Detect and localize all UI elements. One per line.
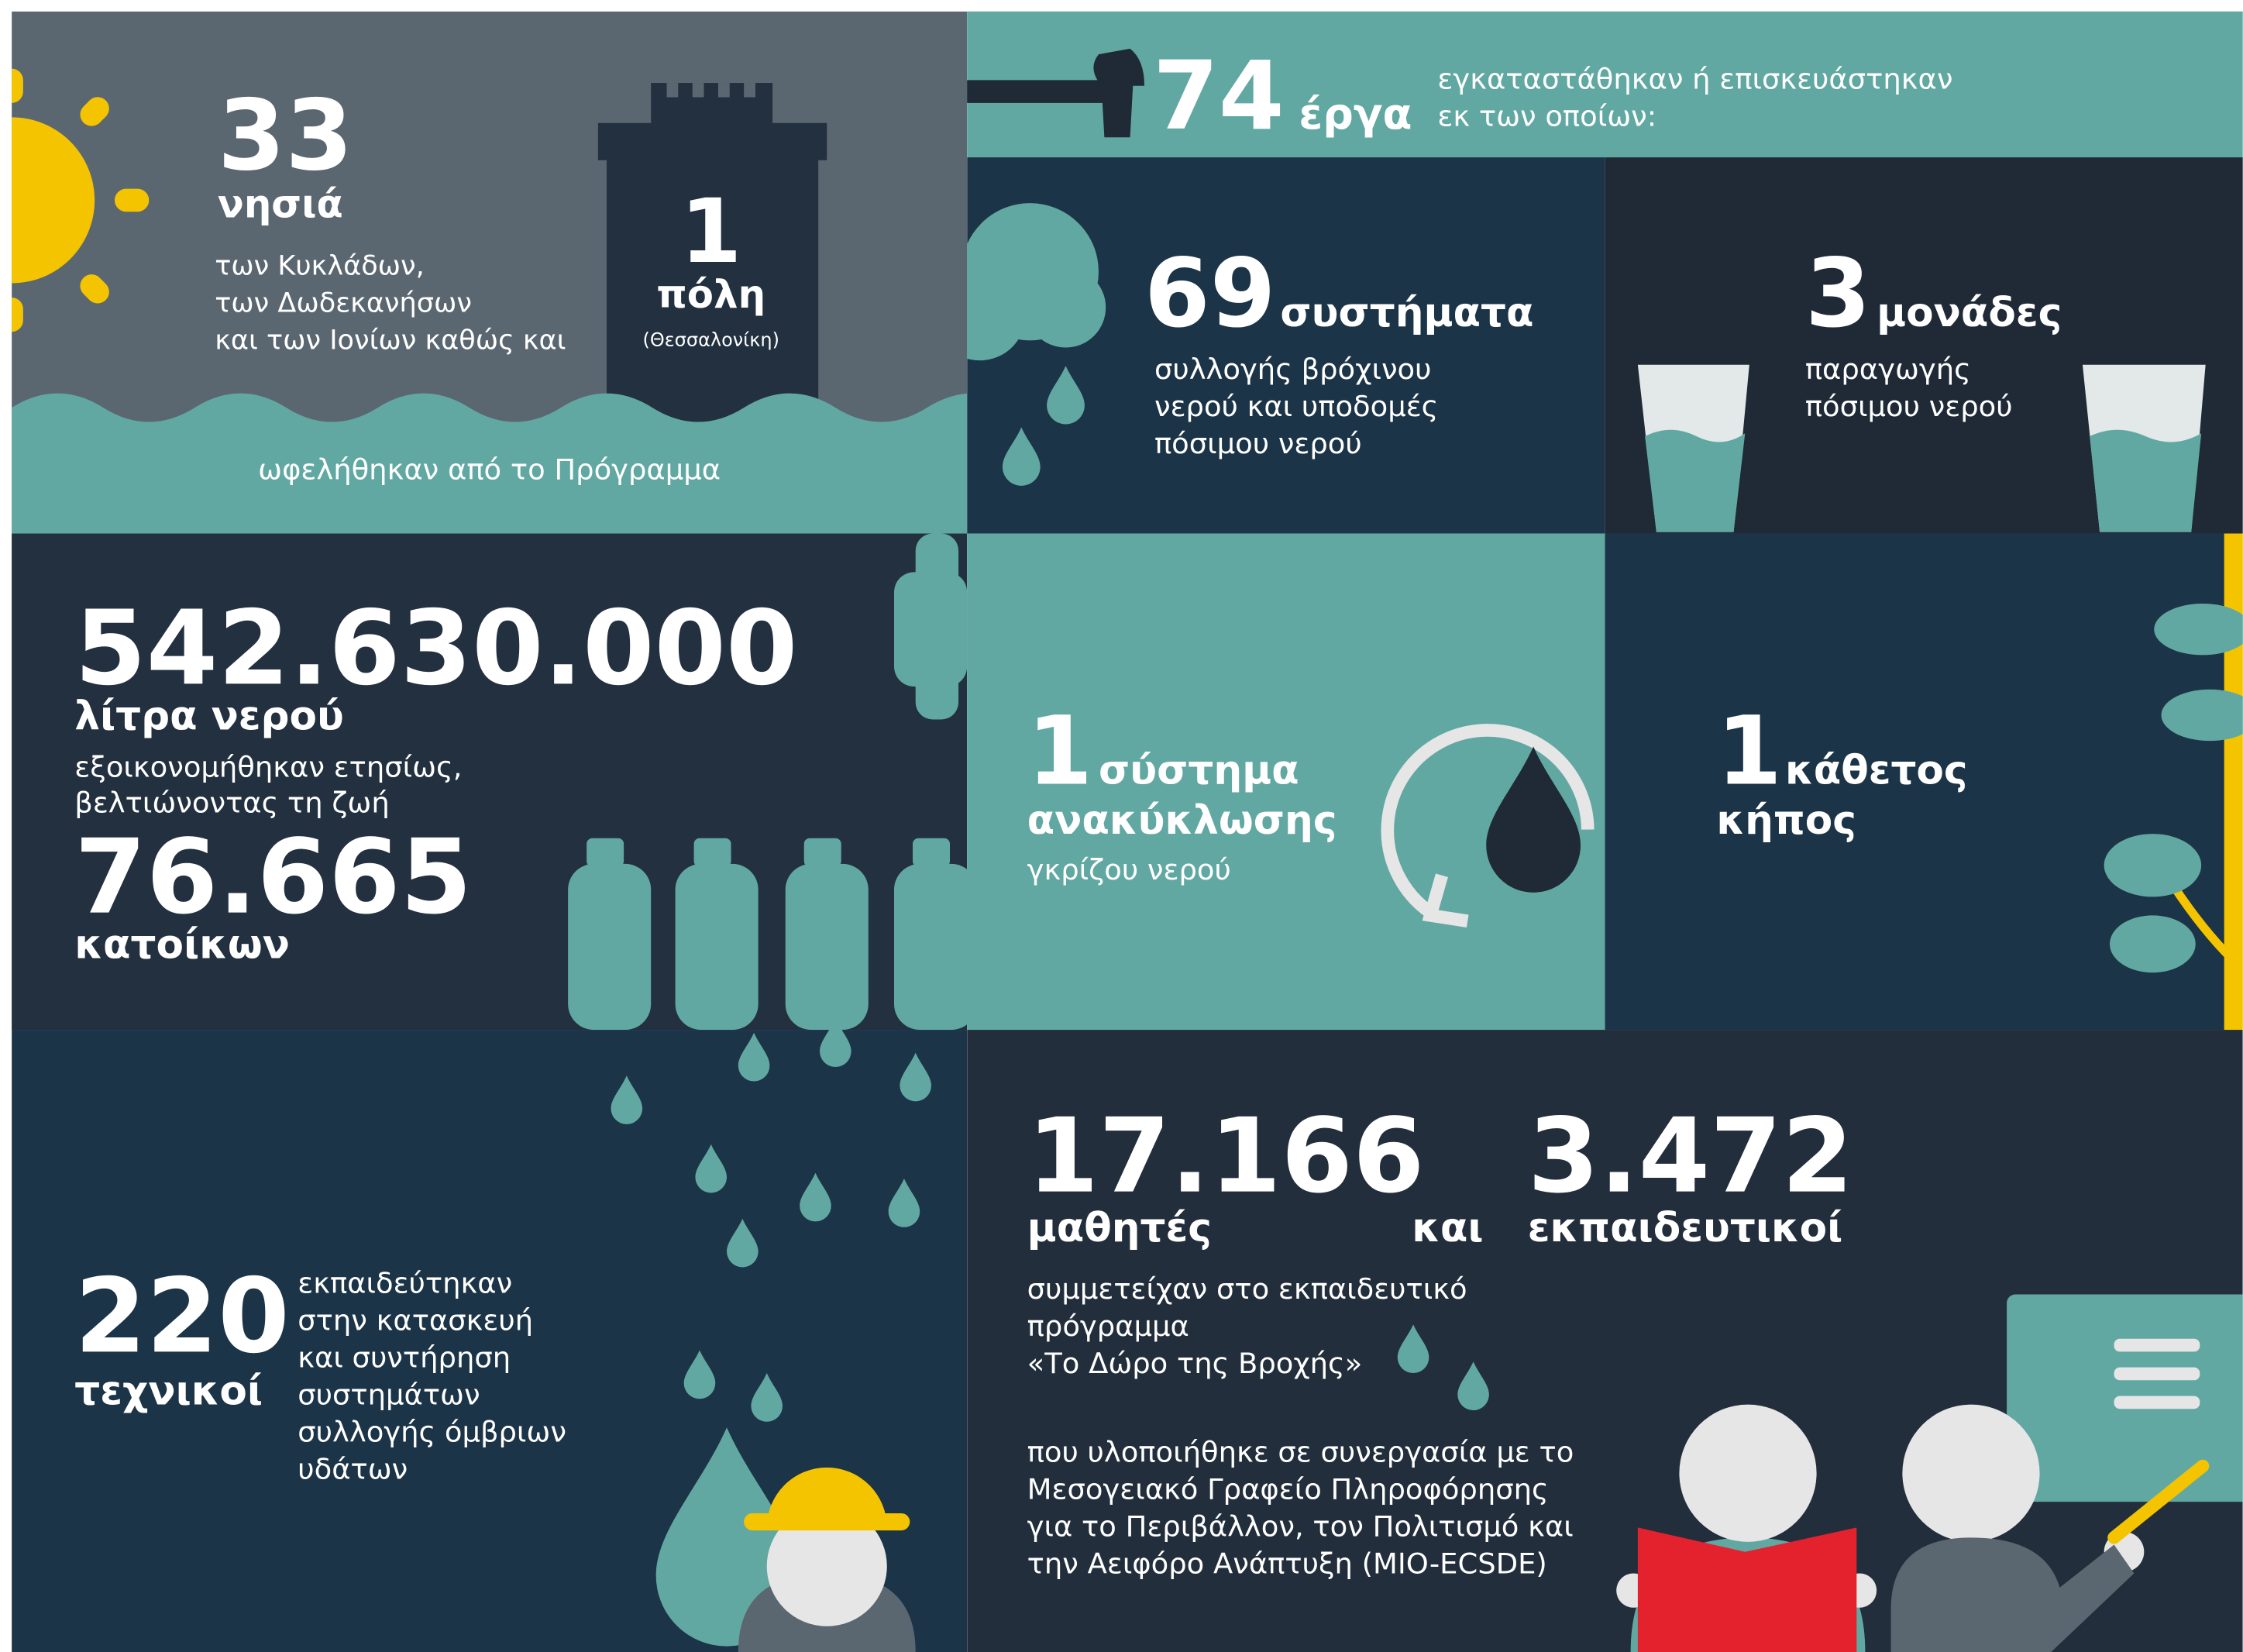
- water-panel-part-part: [786, 864, 869, 1030]
- stat-number: 3: [1805, 239, 1871, 349]
- stat-text: Μεσογειακό Γραφείο Πληροφόρησης: [1027, 1472, 1549, 1506]
- stat-text: εγκαταστάθηκαν ή επισκευάστηκαν: [1437, 62, 1952, 95]
- stat-unit: έργα: [1299, 90, 1412, 139]
- stat-number: 69: [1144, 239, 1276, 349]
- water-panel-part-part: [894, 864, 977, 1030]
- education-panel-part-part: [1902, 1405, 2039, 1542]
- stat-unit: κατοίκων: [74, 922, 290, 969]
- stat-text: πόσιμου νερού: [1805, 390, 2013, 423]
- islands-panel-part-part: [115, 189, 149, 212]
- units-panel-part: [1645, 430, 1745, 532]
- stat-unit: και: [1412, 1205, 1483, 1251]
- stat-text: εκπαιδεύτηκαν: [298, 1267, 512, 1300]
- education-panel-part-part: [2114, 1339, 2200, 1352]
- technicians-panel-part: [744, 1513, 910, 1530]
- stat-unit: λίτρα νερού: [74, 693, 344, 739]
- stat-text: παραγωγής: [1805, 353, 1971, 386]
- stat-text: υδάτων: [298, 1453, 408, 1486]
- water-panel-part-part: [913, 838, 950, 867]
- units-panel-part: [2090, 430, 2201, 532]
- stat-text: που υλοποιήθηκε σε συνεργασία με το: [1027, 1435, 1574, 1468]
- islands-panel-part-part: [598, 123, 827, 160]
- stat-unit: νησιά: [218, 182, 343, 227]
- stat-number: 74: [1153, 41, 1285, 151]
- stat-number: 1: [680, 180, 742, 283]
- infographic: 33νησιά των Κυκλάδων, των Δωδεκανήσων και τ…: [0, 0, 2243, 1652]
- stat-unit: ανακύκλωσης: [1027, 797, 1337, 844]
- stat-number: 1: [1716, 697, 1782, 807]
- stat-unit: σύστημα: [1099, 748, 1299, 794]
- stat-text: των Δωδεκανήσων: [215, 287, 472, 318]
- stat-text: εκ των οποίων:: [1437, 99, 1656, 133]
- stat-text: πρόγραμμα: [1027, 1310, 1189, 1343]
- stat-unit: κάθετος: [1785, 748, 1968, 794]
- garden-panel-part-part: [2104, 834, 2202, 897]
- stat-unit: πόλη: [656, 272, 765, 317]
- stat-unit: εκπαιδευτικοί: [1528, 1205, 1843, 1251]
- stat-unit: κήπος: [1716, 797, 1856, 844]
- water-panel-part-part: [694, 838, 731, 867]
- stat-note: (Θεσσαλονίκη): [642, 329, 779, 351]
- stat-text: πόσιμου νερού: [1154, 427, 1362, 460]
- units-panel: [1605, 157, 2242, 533]
- stat-number: 1: [1027, 697, 1093, 807]
- stat-number: 542.630.000: [74, 589, 797, 708]
- projects-strip-part: [967, 80, 1104, 103]
- stat-text: και των Ιονίων καθώς και: [215, 324, 566, 356]
- systems-panel-part-part: [1026, 267, 1106, 347]
- garden-panel-part-part: [2110, 915, 2196, 972]
- stat-text: στην κατασκευή: [298, 1304, 533, 1337]
- stat-text: συστημάτων: [298, 1378, 480, 1412]
- islands-panel-part-part: [744, 83, 755, 97]
- islands-panel-part-part: [693, 83, 704, 97]
- stat-text: γκρίζου νερού: [1027, 853, 1231, 886]
- islands-panel-part-part: [667, 83, 679, 97]
- stat-unit: μονάδες: [1877, 290, 2062, 336]
- stat-number: 33: [218, 78, 353, 192]
- water-panel-part-part: [894, 572, 967, 687]
- stat-unit: τεχνικοί: [74, 1368, 263, 1415]
- stat-text: για το Περιβάλλον, τον Πολιτισμό και: [1027, 1509, 1574, 1543]
- stat-text: ωφελήθηκαν από το Πρόγραμμα: [258, 453, 721, 486]
- education-panel-part-part: [2114, 1396, 2200, 1409]
- stat-text: συλλογής όμβριων: [298, 1416, 566, 1449]
- stat-text: συμμετείχαν στο εκπαιδευτικό: [1027, 1272, 1467, 1306]
- stat-number: 76.665: [74, 818, 472, 938]
- water-panel-part-part: [587, 838, 624, 867]
- stat-text: συλλογής βρόχινου: [1154, 353, 1432, 386]
- stat-text: βελτιώνοντας τη ζωή: [74, 786, 389, 819]
- stat-text: εξοικονομήθηκαν ετησίως,: [74, 750, 462, 783]
- stat-unit: συστήματα: [1280, 290, 1533, 336]
- water-panel-part-part: [568, 864, 651, 1030]
- stat-text: και συντήρηση: [298, 1341, 511, 1375]
- stat-text: την Αειφόρο Ανάπτυξη (MIO-ECSDE): [1027, 1547, 1547, 1580]
- education-panel-part-part: [1679, 1405, 1816, 1542]
- stat-text: νερού και υποδομές: [1154, 390, 1438, 423]
- stat-unit: μαθητές: [1027, 1205, 1212, 1251]
- stat-text: «Το Δώρο της Βροχής»: [1027, 1347, 1363, 1380]
- education-panel-part-part: [2114, 1368, 2200, 1381]
- stat-number: 3.472: [1528, 1097, 1853, 1217]
- stat-text: των Κυκλάδων,: [215, 250, 425, 281]
- water-panel-part-part: [676, 864, 759, 1030]
- stat-number: 220: [74, 1257, 289, 1376]
- water-panel-part-part: [804, 838, 841, 867]
- stat-number: 17.166: [1027, 1097, 1425, 1217]
- islands-panel-part-part: [718, 83, 730, 97]
